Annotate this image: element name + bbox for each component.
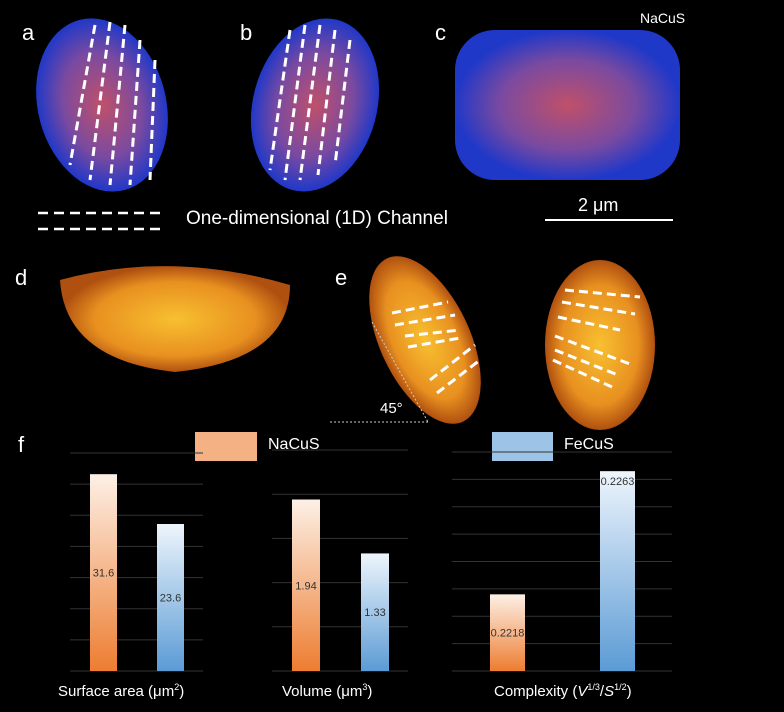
data-label: 0.2263 xyxy=(601,476,635,488)
data-label: 0.2218 xyxy=(491,628,525,640)
chart3-xlabel: Complexity (V1/3/S1/2) xyxy=(494,682,632,700)
data-label: 23.6 xyxy=(160,593,181,605)
data-label: 1.94 xyxy=(295,580,316,592)
particle-e-tilted xyxy=(330,256,481,424)
panel-label-b: b xyxy=(240,20,253,45)
sample-label: NaCuS xyxy=(640,10,686,26)
legend-label-nacus: NaCuS xyxy=(268,436,320,453)
bar-fecus xyxy=(361,553,389,671)
particle-e-front xyxy=(545,260,655,430)
particle-b xyxy=(250,18,380,192)
scale-bar-label: 2 μm xyxy=(578,195,619,215)
panel-label-a: a xyxy=(22,20,35,45)
particle-d xyxy=(60,266,290,372)
data-label: 31.6 xyxy=(93,568,114,580)
channel-legend-icon xyxy=(38,211,166,231)
panel-label-c: c xyxy=(435,20,446,45)
panel-label-e: e xyxy=(335,265,348,290)
particle-c xyxy=(455,30,680,180)
chart2-xlabel: Volume (μm3) xyxy=(282,682,373,700)
channel-legend-label: One-dimensional (1D) Channel xyxy=(186,208,448,229)
bar-fecus xyxy=(157,524,184,671)
bar-nacus xyxy=(292,499,320,671)
legend-swatch-nacus xyxy=(195,432,257,461)
legend-swatch-fecus xyxy=(492,432,553,461)
legend-label-fecus: FeCuS xyxy=(564,436,614,453)
angle-label: 45° xyxy=(380,400,403,417)
bar-nacus xyxy=(90,474,117,671)
data-label: 1.33 xyxy=(364,607,385,619)
particle-a xyxy=(36,18,168,192)
panel-label-d: d xyxy=(15,265,28,290)
bar-fecus xyxy=(600,471,635,671)
bar-nacus xyxy=(490,594,525,671)
panel-label-f: f xyxy=(18,432,25,457)
chart1-xlabel: Surface area (μm2) xyxy=(58,682,185,700)
